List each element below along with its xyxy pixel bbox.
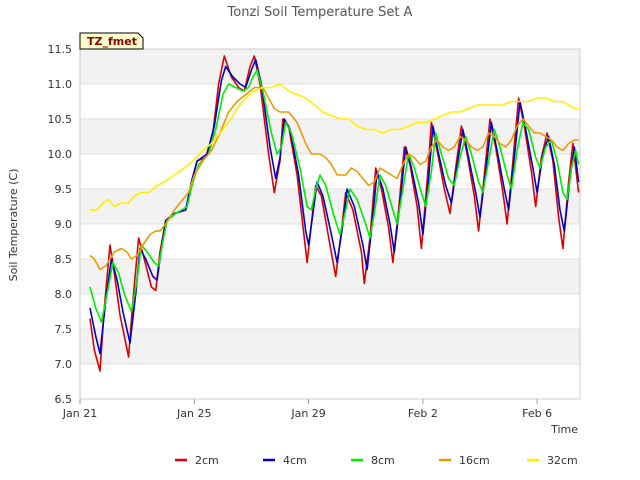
- y-tick-label: 6.5: [55, 393, 73, 406]
- site-tag: TZ_fmet: [79, 32, 144, 50]
- y-tick-label: 7.0: [55, 358, 73, 371]
- plot-band: [80, 189, 580, 224]
- plot-band: [80, 259, 580, 294]
- plot-band: [80, 119, 580, 154]
- y-tick-label: 9.5: [55, 183, 73, 196]
- legend-label-32cm: 32cm: [547, 454, 578, 467]
- x-tick-label: Feb 6: [522, 407, 552, 420]
- legend-label-2cm: 2cm: [195, 454, 219, 467]
- series-layer: [89, 55, 580, 372]
- site-tag-box: [79, 32, 144, 50]
- x-tick-labels: Jan 21 Jan 25 Jan 29 Feb 2 Feb 6: [62, 399, 552, 420]
- site-tag-label: TZ_fmet: [87, 35, 137, 48]
- series-line-16cm: [89, 86, 579, 271]
- y-tick-label: 11.5: [48, 43, 73, 56]
- y-tick-label: 10.0: [48, 148, 73, 161]
- x-tick-label: Jan 25: [176, 407, 211, 420]
- y-tick-label: 9.0: [55, 218, 73, 231]
- legend-label-4cm: 4cm: [283, 454, 307, 467]
- plot-frame: [79, 48, 581, 400]
- plot-band: [80, 329, 580, 364]
- plot-band: [80, 49, 580, 84]
- y-tick-labels: 6.5 7.0 7.5 8.0 8.5 9.0 9.5 10.0 10.5 11.0 11.5: [48, 43, 73, 406]
- y-tick-label: 7.5: [55, 323, 73, 336]
- legend-label-16cm: 16cm: [459, 454, 490, 467]
- plot-bands: [80, 49, 580, 364]
- chart-title: Tonzi Soil Temperature Set A: [227, 5, 413, 20]
- series-line-32cm: [90, 83, 579, 211]
- legend: 2cm 4cm 8cm 16cm 32cm: [175, 454, 578, 467]
- x-tick-label: Feb 2: [408, 407, 438, 420]
- y-axis-label: Soil Temperature (C): [7, 169, 20, 282]
- y-tick-label: 8.5: [55, 253, 73, 266]
- y-tick-label: 11.0: [48, 78, 73, 91]
- x-tick-label: Jan 21: [62, 407, 97, 420]
- y-tick-label: 10.5: [48, 113, 73, 126]
- x-tick-label: Jan 29: [290, 407, 325, 420]
- y-tick-label: 8.0: [55, 288, 73, 301]
- x-axis-label: Time: [550, 423, 578, 436]
- legend-label-8cm: 8cm: [371, 454, 395, 467]
